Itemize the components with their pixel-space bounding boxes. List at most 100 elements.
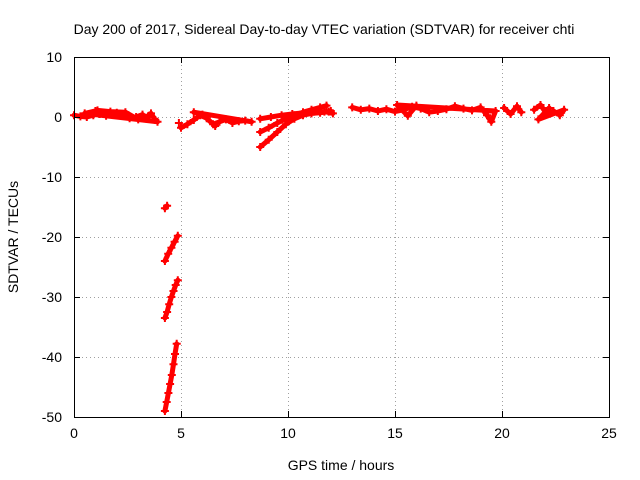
data-point xyxy=(247,117,256,126)
data-point xyxy=(273,119,282,127)
data-point xyxy=(202,114,211,123)
series-seg-e xyxy=(160,276,182,322)
series-seg-d xyxy=(160,231,182,265)
data-point xyxy=(373,107,382,115)
grid-lines xyxy=(74,57,609,417)
data-point xyxy=(134,115,143,124)
data-point xyxy=(256,114,265,123)
data-point xyxy=(256,128,265,136)
data-point xyxy=(167,371,176,379)
data-point xyxy=(211,122,220,130)
data-point xyxy=(517,108,526,117)
data-point xyxy=(487,117,496,126)
data-point xyxy=(198,110,207,119)
data-point xyxy=(365,104,374,113)
data-point xyxy=(106,107,115,116)
data-point xyxy=(542,110,551,118)
data-point xyxy=(177,123,185,132)
y-axis-title: SDTVAR / TECUs xyxy=(5,181,21,293)
data-point xyxy=(169,360,178,369)
x-tick-label: 5 xyxy=(177,425,185,441)
series-seg-j xyxy=(256,107,337,123)
data-point xyxy=(299,108,307,117)
data-point-trail xyxy=(531,102,567,122)
data-point xyxy=(500,104,509,112)
data-point xyxy=(545,104,554,112)
x-tick-label: 0 xyxy=(70,425,78,441)
data-point xyxy=(264,135,273,144)
data-point xyxy=(506,110,515,118)
x-tick-label: 25 xyxy=(601,425,617,441)
y-tick-labels: -50 -40 -30 -20 -10 0 10 xyxy=(42,49,62,425)
data-point xyxy=(320,107,329,116)
data-point xyxy=(264,123,273,132)
data-point xyxy=(138,110,147,119)
data-point xyxy=(442,105,451,114)
data-point xyxy=(169,287,178,295)
x-tick-label: 10 xyxy=(280,425,296,441)
data-point xyxy=(172,339,181,348)
data-point-trail xyxy=(501,103,524,117)
data-point xyxy=(174,119,183,127)
data-point xyxy=(162,398,171,406)
data-point xyxy=(328,109,337,118)
data-point xyxy=(171,281,180,289)
data-point xyxy=(166,380,175,388)
data-point xyxy=(170,237,179,246)
series-seg-k xyxy=(348,101,500,126)
axis-ticks xyxy=(74,57,610,418)
data-point xyxy=(266,113,275,121)
series-seg-b xyxy=(174,119,183,127)
data-point xyxy=(391,107,399,116)
data-point xyxy=(425,108,434,117)
data-point xyxy=(189,108,198,117)
chart-title: Day 200 of 2017, Sidereal Day-to-day VTE… xyxy=(74,21,575,37)
data-point xyxy=(112,108,121,117)
data-point xyxy=(89,111,98,120)
data-point-trail xyxy=(349,102,499,125)
data-point xyxy=(277,111,286,120)
data-point xyxy=(393,101,402,109)
data-point xyxy=(348,103,357,112)
data-point xyxy=(513,102,521,111)
data-point xyxy=(256,143,265,151)
y-tick-label: -20 xyxy=(42,229,62,245)
data-point xyxy=(322,101,331,110)
y-tick-label: 10 xyxy=(46,49,62,65)
series-seg-l xyxy=(500,102,526,118)
data-point xyxy=(536,101,545,109)
data-point xyxy=(144,111,153,120)
data-point xyxy=(102,111,111,120)
data-point xyxy=(560,105,569,114)
data-point xyxy=(450,102,459,111)
y-tick-label: -50 xyxy=(42,409,62,425)
scatter-series xyxy=(70,101,569,415)
data-point xyxy=(93,106,102,115)
data-point xyxy=(416,104,425,113)
data-point xyxy=(468,106,476,115)
x-tick-label: 20 xyxy=(494,425,510,441)
data-point xyxy=(241,116,250,125)
data-point xyxy=(433,107,442,115)
data-point xyxy=(80,109,89,118)
data-point xyxy=(160,407,169,415)
data-point xyxy=(189,116,198,124)
x-tick-labels: 0 5 10 15 20 25 xyxy=(70,425,617,441)
data-point xyxy=(555,111,564,120)
y-tick-label: -40 xyxy=(42,349,62,365)
data-point xyxy=(164,389,173,397)
data-point xyxy=(399,105,408,114)
series-seg-c xyxy=(160,201,172,213)
y-tick-label: -30 xyxy=(42,289,62,305)
data-point xyxy=(491,107,500,115)
data-point xyxy=(273,128,282,136)
data-point xyxy=(221,115,230,124)
data-point xyxy=(412,101,421,110)
data-point xyxy=(153,117,162,126)
data-point xyxy=(483,111,491,120)
y-tick-label: 0 xyxy=(54,109,62,125)
x-axis-title: GPS time / hours xyxy=(288,457,395,473)
x-tick-label: 15 xyxy=(387,425,403,441)
data-point xyxy=(160,314,169,322)
